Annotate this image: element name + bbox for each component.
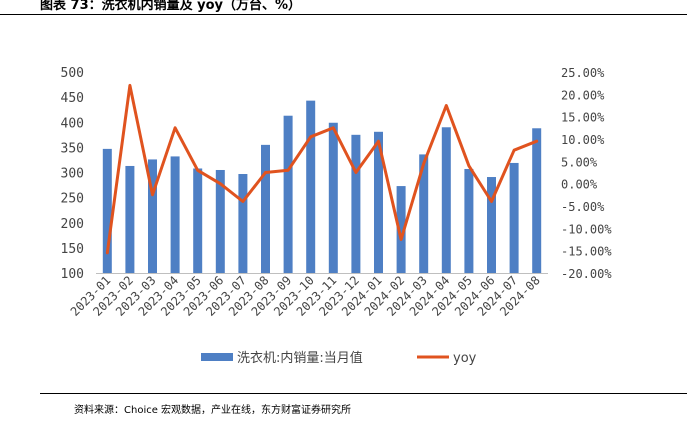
source-divider — [40, 393, 687, 394]
right-axis-tick-label: 25.00% — [561, 66, 605, 80]
figure-title: 图表 73：洗衣机内销量及 yoy（万台、%） — [40, 0, 302, 13]
bar — [148, 159, 157, 273]
bar — [396, 186, 406, 273]
bar — [509, 162, 519, 273]
left-axis-tick-label: 150 — [61, 242, 84, 257]
bar — [125, 165, 135, 273]
right-axis-tick-label: 20.00% — [561, 88, 605, 102]
right-axis-tick-label: 10.00% — [561, 133, 605, 147]
bar — [193, 168, 203, 273]
bar — [419, 154, 429, 273]
left-axis-tick-label: 100 — [61, 267, 84, 282]
yoy-line — [105, 83, 539, 255]
left-axis-tick-label: 200 — [61, 217, 84, 232]
bar — [374, 131, 383, 273]
bar — [532, 128, 542, 273]
bar — [215, 169, 225, 273]
left-axis-tick-label: 250 — [61, 192, 84, 207]
bar — [170, 156, 180, 273]
right-axis-tick-label: -15.00% — [561, 245, 612, 259]
left-axis-tick-label: 450 — [61, 91, 84, 106]
bar — [464, 168, 474, 273]
left-axis-tick-label: 350 — [61, 141, 84, 156]
bar — [283, 115, 293, 273]
bar — [328, 122, 338, 273]
bar — [306, 100, 316, 273]
right-axis-tick-label: 0.00% — [561, 178, 598, 192]
source-note: 资料来源：Choice 宏观数据，产业在线，东方财富证券研究所 — [74, 405, 352, 416]
bar — [102, 148, 112, 273]
legend-bar-label: 洗衣机:内销量:当月值 — [237, 350, 363, 366]
bar — [261, 144, 270, 273]
right-axis-tick-label: 15.00% — [561, 111, 605, 125]
bar — [487, 177, 496, 273]
left-axis-tick-label: 400 — [61, 116, 84, 131]
bar — [441, 127, 451, 274]
bar — [238, 174, 248, 273]
left-axis-tick-label: 500 — [61, 66, 84, 81]
left-axis-tick-label: 300 — [61, 167, 84, 182]
right-axis-tick-label: -5.00% — [561, 200, 605, 214]
right-axis-tick-label: -20.00% — [561, 267, 612, 281]
right-axis-tick-label: -10.00% — [561, 222, 612, 236]
legend-line-label: yoy — [453, 351, 477, 366]
right-axis-tick-label: 5.00% — [561, 155, 598, 169]
legend-bar-swatch — [201, 353, 233, 361]
figure-title-bar: 图表 73：洗衣机内销量及 yoy（万台、%） — [0, 0, 687, 15]
bar — [351, 134, 361, 273]
